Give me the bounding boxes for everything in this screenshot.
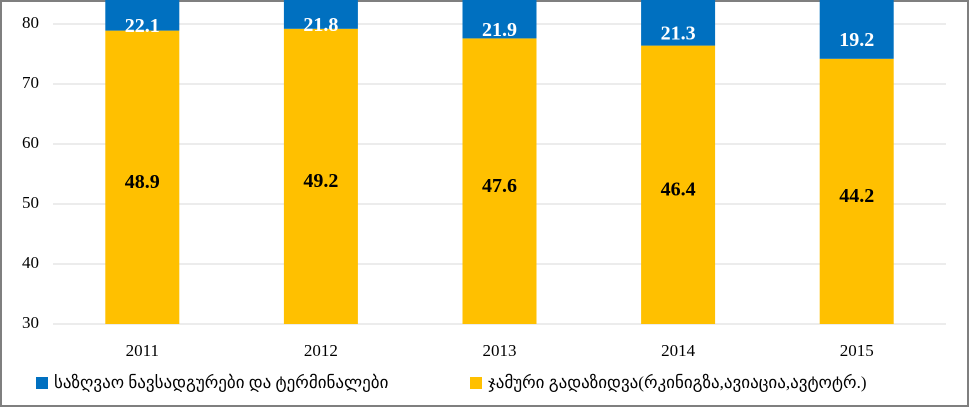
bar-segment [283, 28, 358, 325]
data-label: 21.9 [482, 19, 517, 41]
bar-segment [462, 38, 537, 325]
bar-segment [641, 0, 716, 46]
bar-segment [462, 0, 537, 39]
x-tick-label: 2012 [304, 341, 338, 360]
x-tick-label: 2015 [840, 341, 874, 360]
x-tick-label: 2013 [483, 341, 517, 360]
bar-segment [105, 30, 180, 324]
legend-label: ჯამური გადაზიდვა(რკინიგზა,ავიაცია,ავტოტრ… [488, 373, 867, 393]
data-label: 46.4 [661, 178, 696, 200]
data-label: 21.8 [303, 14, 338, 36]
data-label: 22.1 [125, 15, 160, 37]
legend-swatch [36, 377, 48, 389]
y-tick-label: 50 [22, 193, 39, 212]
data-label: 49.2 [303, 170, 338, 192]
y-tick-label: 30 [22, 313, 39, 332]
legend-swatch [470, 377, 482, 389]
bar-segment [819, 0, 894, 59]
bar-segment [105, 0, 180, 31]
bar-segment [283, 0, 358, 29]
data-label: 44.2 [839, 185, 874, 207]
legend-label: საზღვაო ნავსადგურები და ტერმინალები [54, 373, 388, 393]
y-tick-label: 80 [22, 13, 39, 32]
y-tick-label: 40 [22, 253, 39, 272]
data-label: 21.3 [661, 22, 696, 44]
data-label: 47.6 [482, 175, 517, 197]
y-tick-label: 60 [22, 133, 39, 152]
x-tick-label: 2011 [126, 341, 159, 360]
bar-segment [819, 58, 894, 325]
y-tick-label: 70 [22, 73, 39, 92]
x-tick-label: 2014 [661, 341, 696, 360]
data-label: 48.9 [125, 171, 160, 193]
data-label: 19.2 [839, 29, 874, 51]
bar-segment [641, 45, 716, 324]
